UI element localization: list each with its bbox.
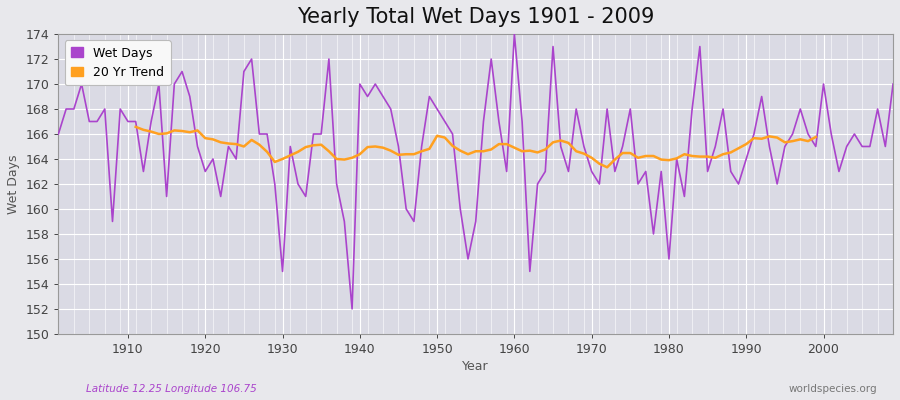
Y-axis label: Wet Days: Wet Days bbox=[7, 154, 20, 214]
Legend: Wet Days, 20 Yr Trend: Wet Days, 20 Yr Trend bbox=[65, 40, 171, 85]
Text: Latitude 12.25 Longitude 106.75: Latitude 12.25 Longitude 106.75 bbox=[86, 384, 256, 394]
X-axis label: Year: Year bbox=[463, 360, 489, 373]
Title: Yearly Total Wet Days 1901 - 2009: Yearly Total Wet Days 1901 - 2009 bbox=[297, 7, 654, 27]
Text: worldspecies.org: worldspecies.org bbox=[789, 384, 877, 394]
